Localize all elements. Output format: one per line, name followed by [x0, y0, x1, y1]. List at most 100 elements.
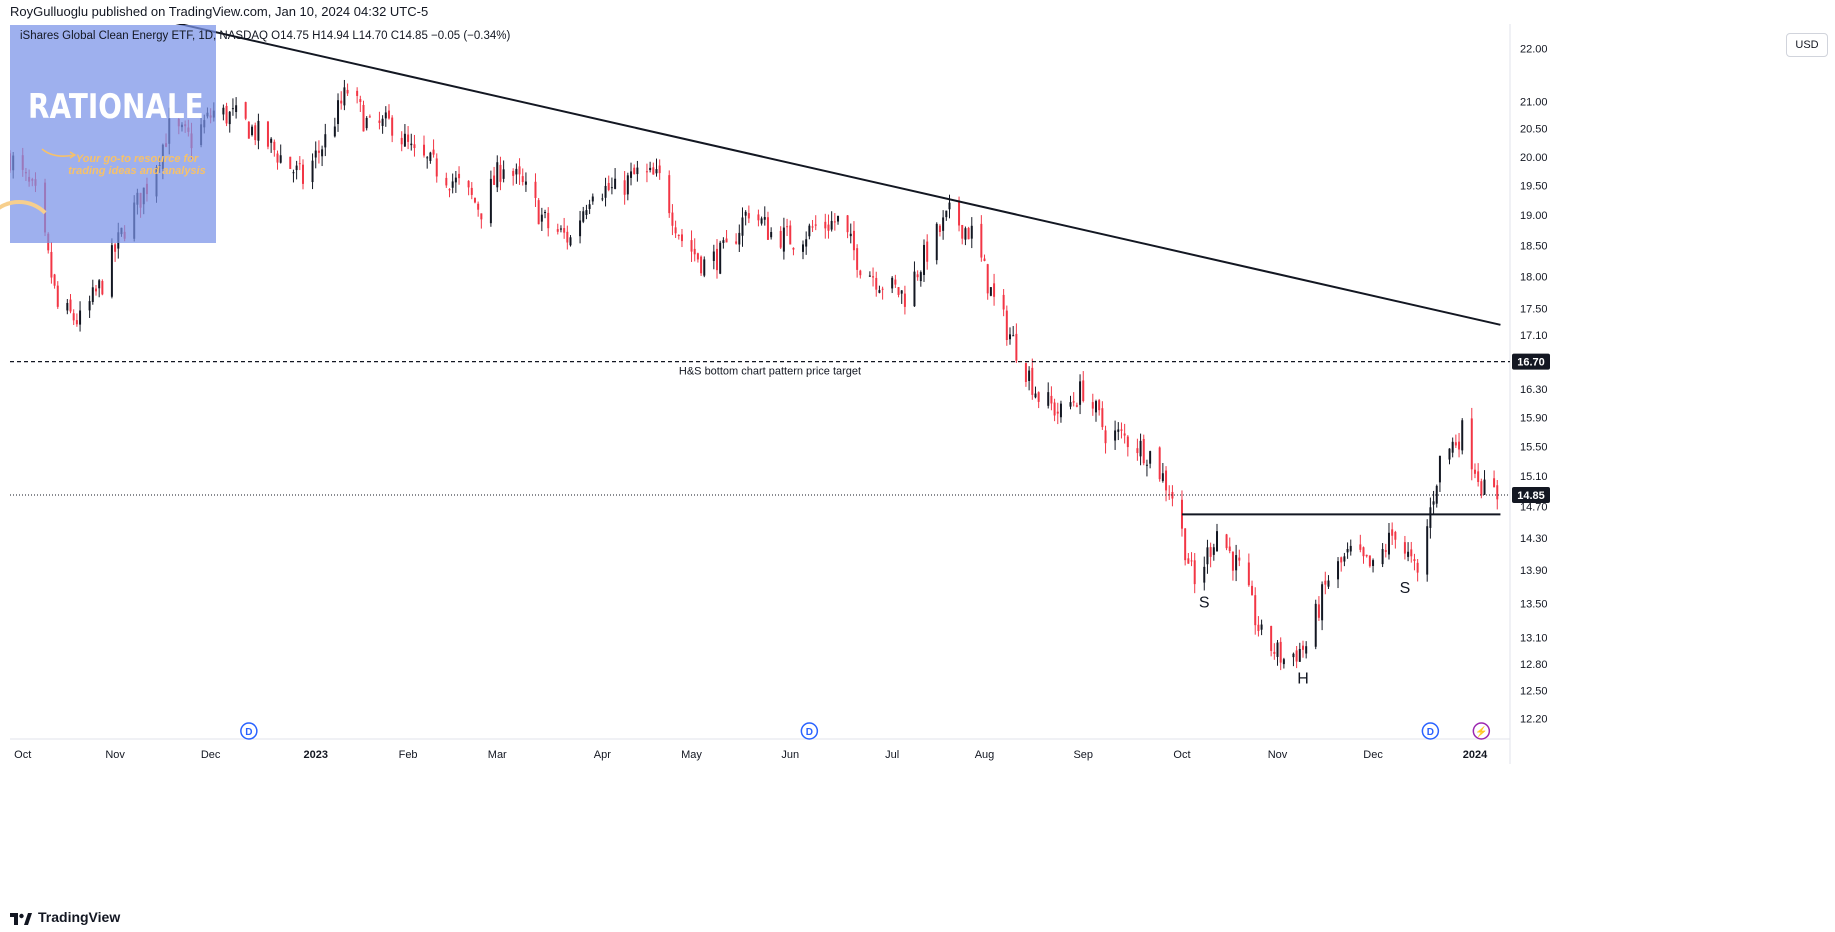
candle-body — [645, 171, 648, 173]
candle-body — [266, 121, 269, 147]
candle-body — [786, 226, 789, 228]
candle-body — [1098, 400, 1101, 411]
candle-body — [1069, 402, 1072, 407]
candle-body — [894, 279, 897, 285]
candle-body — [859, 270, 862, 276]
candle-body — [696, 253, 699, 260]
x-tick-label: Oct — [14, 749, 31, 761]
tradingview-logo-icon — [10, 910, 32, 925]
y-tick-label: 13.90 — [1520, 565, 1548, 577]
candle-body — [668, 175, 671, 214]
candle-body — [1340, 557, 1343, 563]
candle-body — [782, 227, 785, 252]
candle-body — [868, 275, 871, 277]
candle-body — [693, 248, 696, 255]
candle-body — [477, 203, 480, 210]
candle-body — [1024, 363, 1027, 382]
candle-body — [1225, 534, 1228, 549]
candle-body — [970, 225, 973, 239]
candle-body — [735, 241, 738, 244]
candle-body — [1407, 551, 1410, 557]
descending-trendline[interactable] — [23, 24, 1501, 326]
logo-title: RATIONALE — [28, 87, 204, 127]
candle-body — [547, 212, 550, 229]
candle-body — [50, 251, 53, 278]
dividend-badge[interactable] — [1421, 722, 1440, 740]
candle-body — [801, 244, 804, 252]
candle-body — [228, 111, 231, 125]
price-target-label: H&S bottom chart pattern price target — [679, 366, 861, 378]
candle-body — [789, 225, 792, 245]
price-chart[interactable]: 22.00 21.00 20.50 20.00 19.50 19.00 18.50 18.00… — [10, 24, 1835, 904]
x-tick-label: Oct — [1173, 749, 1190, 761]
candle-body — [926, 241, 929, 262]
candle-body — [630, 171, 633, 178]
candle-body — [1047, 392, 1050, 406]
candle-body — [518, 166, 521, 175]
candle-body — [1410, 549, 1413, 557]
candle-body — [690, 240, 693, 252]
candle-body — [435, 158, 438, 177]
chart-area[interactable]: 22.00 21.00 20.50 20.00 19.50 19.00 18.50 18.00… — [10, 24, 1835, 904]
candle-body — [1009, 334, 1011, 340]
candle-body — [1480, 481, 1483, 496]
candle-body — [938, 225, 941, 233]
candle-body — [958, 200, 961, 226]
candle-body — [747, 213, 750, 219]
candle-body — [489, 178, 492, 224]
candle-body — [760, 218, 763, 224]
split-badge[interactable] — [1472, 722, 1491, 740]
candle-body — [610, 187, 613, 189]
x-tick-label: Nov — [105, 749, 125, 761]
candle-body — [311, 160, 314, 183]
candle-body — [1270, 626, 1273, 651]
candle-body — [1451, 441, 1454, 453]
candle-body — [1260, 624, 1263, 630]
candle-body — [919, 272, 922, 282]
price-tag-label: 14.85 — [1517, 490, 1545, 502]
candle-body — [279, 155, 282, 163]
x-tick-label: May — [681, 749, 702, 761]
candle-body — [1247, 562, 1250, 586]
candle-body — [1235, 555, 1238, 571]
candle-body — [716, 248, 719, 271]
y-tick-label: 18.50 — [1520, 240, 1548, 252]
y-tick-label: 17.10 — [1520, 330, 1548, 342]
candle-body — [852, 230, 855, 251]
currency-button[interactable]: USD — [1786, 33, 1828, 57]
rationale-logo: RATIONALE Your go-to resource for tradin… — [0, 25, 216, 243]
candle-body — [964, 228, 967, 240]
candle-body — [1161, 473, 1164, 481]
candle-body — [1413, 559, 1416, 562]
y-tick-label: 20.50 — [1520, 124, 1548, 136]
candle-body — [470, 187, 473, 195]
candle-body — [53, 274, 56, 286]
candle-body — [827, 224, 830, 231]
candle-body — [1091, 402, 1094, 409]
x-tick-label: Mar — [488, 749, 507, 761]
y-tick-label: 15.50 — [1520, 441, 1548, 453]
candle-body — [652, 167, 655, 175]
candle-body — [1254, 595, 1257, 626]
candle-body — [658, 165, 661, 174]
dividend-badge[interactable] — [240, 722, 258, 740]
candle-body — [413, 144, 416, 149]
symbol-legend[interactable]: iShares Global Clean Energy ETF, 1D, NAS… — [20, 30, 511, 42]
candle-body — [1053, 402, 1056, 416]
badge-label: D — [806, 727, 813, 738]
tradingview-footer[interactable]: TradingView — [10, 906, 120, 928]
candle-body — [524, 181, 527, 185]
candle-body — [1094, 401, 1097, 413]
candle-body — [445, 177, 448, 186]
y-tick-label: 14.30 — [1520, 533, 1548, 545]
candle-body — [381, 118, 384, 126]
dividend-badge[interactable] — [800, 722, 819, 740]
candle-body — [225, 105, 228, 124]
x-tick-label: Dec — [201, 749, 221, 761]
candle-body — [1079, 381, 1082, 405]
candle-body — [1305, 646, 1308, 654]
candle-body — [655, 169, 658, 174]
candle-body — [1368, 555, 1371, 567]
y-tick-label: 12.80 — [1520, 659, 1548, 671]
candle-body — [945, 210, 948, 218]
